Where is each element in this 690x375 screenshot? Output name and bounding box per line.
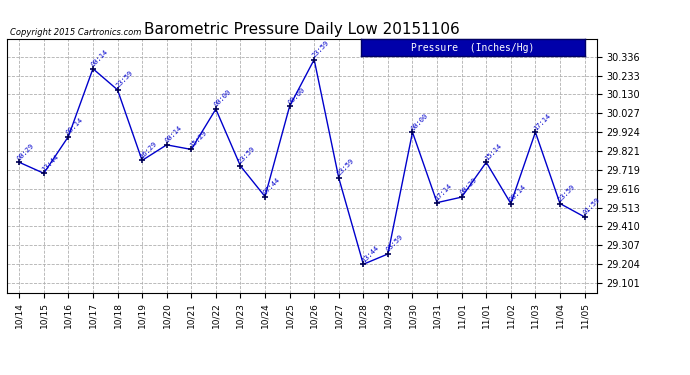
Text: 03:59: 03:59 [385,234,404,253]
Text: Copyright 2015 Cartronics.com: Copyright 2015 Cartronics.com [10,28,141,37]
Text: 17:14: 17:14 [434,182,453,202]
Text: 16:29: 16:29 [139,140,158,159]
Text: 00:29: 00:29 [16,142,35,161]
Text: 13:44: 13:44 [41,153,60,173]
Text: 00:00: 00:00 [286,86,306,105]
Text: 17:14: 17:14 [533,112,551,131]
Text: 23:59: 23:59 [311,39,331,58]
Text: 01:59: 01:59 [582,197,601,216]
Text: 07:44: 07:44 [262,176,282,196]
Text: 00:00: 00:00 [213,89,232,108]
Text: 15:29: 15:29 [188,129,208,149]
Text: 23:59: 23:59 [237,146,257,165]
Text: 00:14: 00:14 [508,183,527,203]
Text: 00:14: 00:14 [90,48,109,68]
Text: 23:59: 23:59 [336,158,355,177]
Text: 13:44: 13:44 [360,244,380,263]
Text: 00:14: 00:14 [164,124,183,144]
Text: 00:00: 00:00 [409,112,428,131]
Text: 23:59: 23:59 [557,183,576,203]
Title: Barometric Pressure Daily Low 20151106: Barometric Pressure Daily Low 20151106 [144,22,460,37]
Text: 00:29: 00:29 [459,177,478,196]
Text: 15:14: 15:14 [483,142,502,161]
Text: 23:59: 23:59 [115,70,134,89]
Text: 00:14: 00:14 [66,116,85,136]
